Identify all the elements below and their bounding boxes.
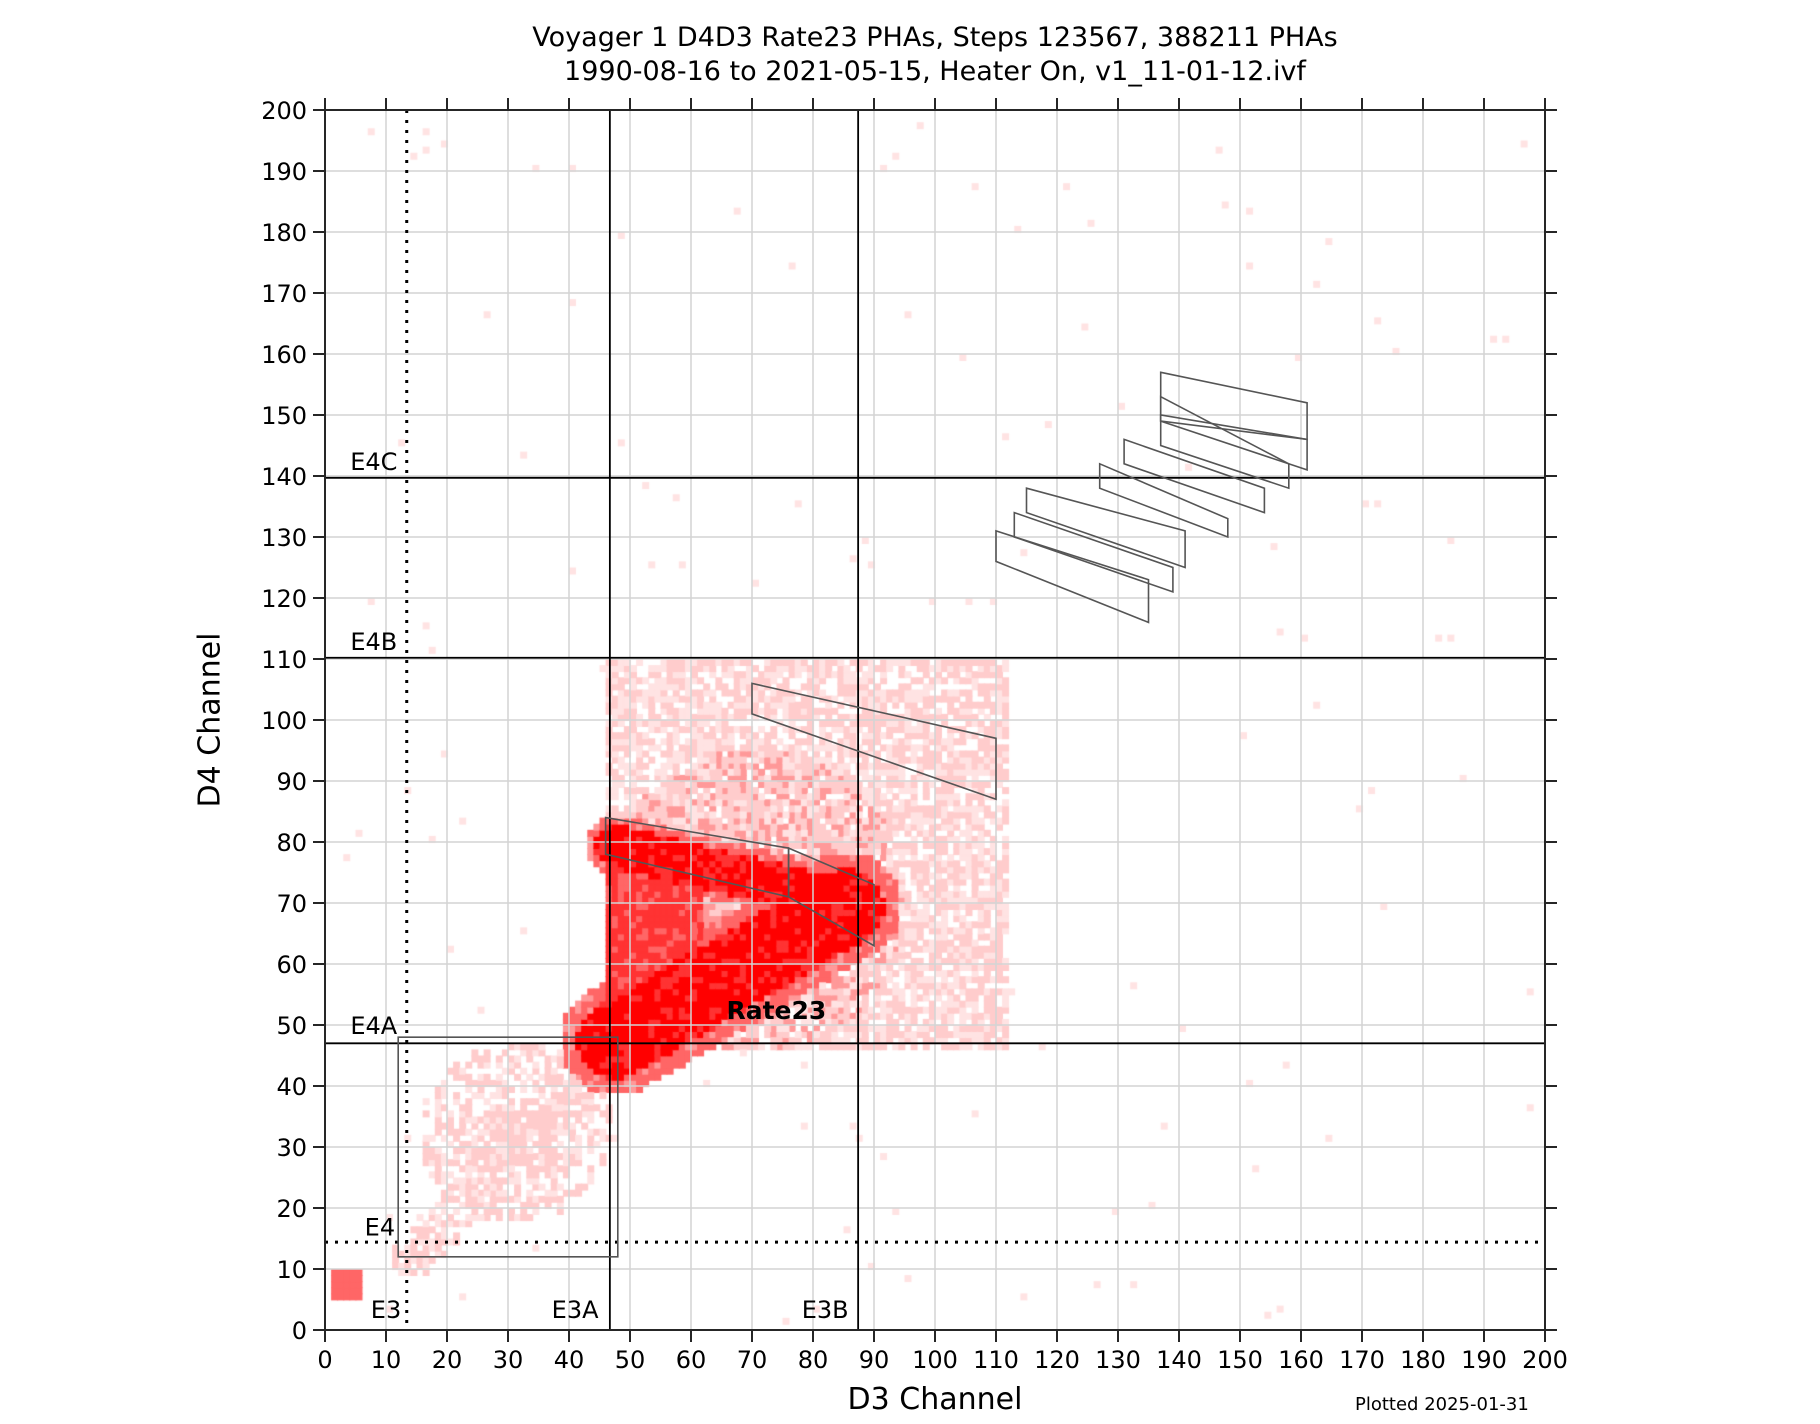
polygon-hi-2 <box>1013 511 1174 594</box>
y-tick-label: 0 <box>292 1317 307 1345</box>
x-tick-label: 120 <box>1034 1346 1080 1374</box>
label-e3a: E3A <box>552 1296 599 1324</box>
y-tick-label: 10 <box>276 1256 307 1284</box>
x-tick-label: 80 <box>798 1346 829 1374</box>
polygon-box-low <box>397 1036 619 1258</box>
label-e4a: E4A <box>350 1012 397 1040</box>
label-e3: E3 <box>371 1296 401 1324</box>
polygon-hi-8 <box>1159 414 1308 472</box>
x-tick-label: 50 <box>615 1346 646 1374</box>
x-tick-label: 110 <box>973 1346 1019 1374</box>
plotted-date: Plotted 2025-01-31 <box>1355 1394 1529 1415</box>
y-tick-label: 180 <box>261 219 307 247</box>
x-tick-label: 190 <box>1461 1346 1507 1374</box>
annotation-rate23: Rate23 <box>726 996 826 1025</box>
polygon-hi-1 <box>995 529 1150 624</box>
y-tick-label: 130 <box>261 524 307 552</box>
x-tick-label: 40 <box>554 1346 585 1374</box>
x-tick-label: 150 <box>1217 1346 1263 1374</box>
y-tick-label: 40 <box>276 1073 307 1101</box>
polygon-track-b <box>787 846 875 948</box>
x-tick-label: 30 <box>493 1346 524 1374</box>
channel-boundaries <box>325 110 1545 1330</box>
x-tick-label: 90 <box>859 1346 890 1374</box>
track-polygons <box>397 371 1308 1258</box>
x-tick-label: 20 <box>432 1346 463 1374</box>
y-tick-label: 50 <box>276 1012 307 1040</box>
y-tick-label: 140 <box>261 463 307 491</box>
x-tick-label: 170 <box>1339 1346 1385 1374</box>
y-axis-label: D4 Channel <box>192 632 228 808</box>
y-tick-label: 100 <box>261 707 307 735</box>
chart-title-line1: Voyager 1 D4D3 Rate23 PHAs, Steps 123567… <box>532 22 1338 53</box>
y-tick-label: 150 <box>261 402 307 430</box>
y-tick-label: 190 <box>261 158 307 186</box>
label-e4b: E4B <box>350 628 397 656</box>
y-tick-label: 120 <box>261 585 307 613</box>
polygon-track-a <box>604 816 790 898</box>
polygon-hi-4 <box>1098 462 1229 539</box>
boundary-labels: E3 E3A E3B E4 E4A E4B E4C Rate23 <box>350 448 848 1324</box>
y-tick-label: 170 <box>261 280 307 308</box>
gridlines <box>324 109 1546 1331</box>
chart-title-line2: 1990-08-16 to 2021-05-15, Heater On, v1_… <box>564 56 1306 87</box>
y-tick-label: 20 <box>276 1195 307 1223</box>
label-e3b: E3B <box>802 1296 849 1324</box>
x-tick-label: 160 <box>1278 1346 1324 1374</box>
polygon-hi-5 <box>1123 438 1266 514</box>
y-tick-label: 160 <box>261 341 307 369</box>
y-tick-label: 60 <box>276 951 307 979</box>
label-e4c: E4C <box>350 448 397 476</box>
y-tick-label: 90 <box>276 768 307 796</box>
polygon-hi-6 <box>1159 395 1290 490</box>
axes: 0 10 20 30 40 50 60 70 80 90 100 110 120 130 140 150 160… <box>261 97 1568 1374</box>
y-tick-label: 80 <box>276 829 307 857</box>
x-tick-label: 130 <box>1095 1346 1141 1374</box>
x-tick-label: 70 <box>737 1346 768 1374</box>
y-tick-label: 30 <box>276 1134 307 1162</box>
x-tick-label: 180 <box>1400 1346 1446 1374</box>
x-axis-label: D3 Channel <box>847 1382 1023 1417</box>
x-tick-label: 0 <box>317 1346 332 1374</box>
x-tick-label: 140 <box>1156 1346 1202 1374</box>
x-tick-label: 10 <box>371 1346 402 1374</box>
label-e4: E4 <box>365 1213 395 1241</box>
polygon-hi-3 <box>1025 487 1186 569</box>
y-tick-label: 200 <box>261 97 307 125</box>
polygon-track-c <box>751 682 997 801</box>
x-tick-label: 100 <box>912 1346 958 1374</box>
x-tick-label: 200 <box>1522 1346 1568 1374</box>
y-tick-label: 110 <box>261 646 307 674</box>
x-tick-label: 60 <box>676 1346 707 1374</box>
y-tick-label: 70 <box>276 890 307 918</box>
polygon-hi-7 <box>1159 371 1308 441</box>
